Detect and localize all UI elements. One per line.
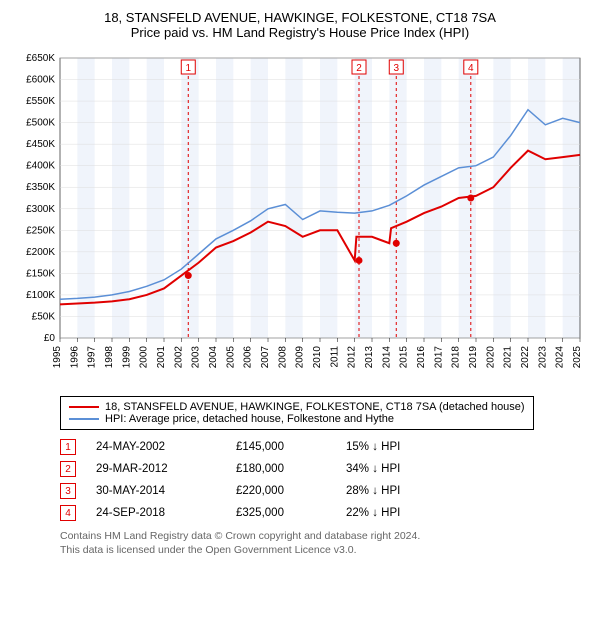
svg-text:£0: £0 bbox=[44, 333, 56, 344]
transaction-price: £145,000 bbox=[236, 441, 326, 453]
legend-swatch bbox=[69, 418, 99, 420]
transaction-delta: 34% ↓ HPI bbox=[346, 463, 436, 475]
svg-text:2010: 2010 bbox=[312, 346, 323, 369]
svg-text:2020: 2020 bbox=[485, 346, 496, 369]
svg-text:£100K: £100K bbox=[26, 290, 55, 301]
legend-swatch bbox=[69, 406, 99, 408]
footnote-line: This data is licensed under the Open Gov… bbox=[60, 544, 580, 558]
svg-text:2008: 2008 bbox=[277, 346, 288, 369]
svg-text:£550K: £550K bbox=[26, 96, 55, 107]
marker-badge: 3 bbox=[60, 483, 76, 499]
svg-text:2017: 2017 bbox=[433, 346, 444, 369]
svg-text:£350K: £350K bbox=[26, 182, 55, 193]
svg-text:£500K: £500K bbox=[26, 118, 55, 129]
svg-text:£250K: £250K bbox=[26, 225, 55, 236]
svg-text:1996: 1996 bbox=[69, 346, 80, 369]
svg-text:2003: 2003 bbox=[191, 346, 202, 369]
svg-text:2022: 2022 bbox=[520, 346, 531, 369]
svg-text:2: 2 bbox=[356, 63, 362, 74]
svg-text:2001: 2001 bbox=[156, 346, 167, 369]
transaction-row: 1 24-MAY-2002 £145,000 15% ↓ HPI bbox=[60, 436, 580, 458]
transaction-row: 4 24-SEP-2018 £325,000 22% ↓ HPI bbox=[60, 502, 580, 524]
transaction-row: 3 30-MAY-2014 £220,000 28% ↓ HPI bbox=[60, 480, 580, 502]
svg-text:3: 3 bbox=[393, 63, 399, 74]
svg-text:1: 1 bbox=[185, 63, 191, 74]
svg-text:£300K: £300K bbox=[26, 204, 55, 215]
chart-title: 18, STANSFELD AVENUE, HAWKINGE, FOLKESTO… bbox=[10, 10, 590, 25]
svg-text:£200K: £200K bbox=[26, 247, 55, 258]
svg-text:2021: 2021 bbox=[503, 346, 514, 369]
svg-text:£400K: £400K bbox=[26, 161, 55, 172]
transaction-date: 24-MAY-2002 bbox=[96, 441, 216, 453]
transaction-delta: 15% ↓ HPI bbox=[346, 441, 436, 453]
price-chart: £0 £50K £100K £150K £200K £250K £300K £350K £400… bbox=[10, 48, 590, 388]
svg-text:2006: 2006 bbox=[243, 346, 254, 369]
svg-text:2019: 2019 bbox=[468, 346, 479, 369]
transaction-price: £220,000 bbox=[236, 485, 326, 497]
transaction-delta: 22% ↓ HPI bbox=[346, 507, 436, 519]
transaction-delta: 28% ↓ HPI bbox=[346, 485, 436, 497]
legend-item: HPI: Average price, detached house, Folk… bbox=[69, 413, 525, 425]
svg-text:2012: 2012 bbox=[347, 346, 358, 369]
svg-text:2013: 2013 bbox=[364, 346, 375, 369]
marker-badge: 2 bbox=[60, 461, 76, 477]
transaction-row: 2 29-MAR-2012 £180,000 34% ↓ HPI bbox=[60, 458, 580, 480]
footnote: Contains HM Land Registry data © Crown c… bbox=[60, 530, 580, 557]
transaction-price: £180,000 bbox=[236, 463, 326, 475]
chart-subtitle: Price paid vs. HM Land Registry's House … bbox=[10, 25, 590, 40]
svg-text:2000: 2000 bbox=[139, 346, 150, 369]
svg-text:2011: 2011 bbox=[329, 346, 340, 368]
svg-text:1995: 1995 bbox=[52, 346, 63, 369]
svg-text:£600K: £600K bbox=[26, 75, 55, 86]
svg-text:2007: 2007 bbox=[260, 346, 271, 369]
svg-text:4: 4 bbox=[468, 63, 474, 74]
transaction-price: £325,000 bbox=[236, 507, 326, 519]
svg-text:2005: 2005 bbox=[225, 346, 236, 369]
footnote-line: Contains HM Land Registry data © Crown c… bbox=[60, 530, 580, 544]
marker-badge: 1 bbox=[60, 439, 76, 455]
svg-text:1998: 1998 bbox=[104, 346, 115, 369]
svg-text:2002: 2002 bbox=[173, 346, 184, 369]
svg-text:2014: 2014 bbox=[381, 346, 392, 369]
marker-badge: 4 bbox=[60, 505, 76, 521]
svg-text:2024: 2024 bbox=[555, 346, 566, 369]
legend-label: 18, STANSFELD AVENUE, HAWKINGE, FOLKESTO… bbox=[105, 401, 525, 413]
svg-text:2004: 2004 bbox=[208, 346, 219, 369]
transaction-date: 29-MAR-2012 bbox=[96, 463, 216, 475]
legend-item: 18, STANSFELD AVENUE, HAWKINGE, FOLKESTO… bbox=[69, 401, 525, 413]
svg-text:£50K: £50K bbox=[32, 311, 56, 322]
svg-text:£450K: £450K bbox=[26, 139, 55, 150]
legend-label: HPI: Average price, detached house, Folk… bbox=[105, 413, 394, 425]
svg-text:2025: 2025 bbox=[572, 346, 583, 369]
svg-text:1997: 1997 bbox=[87, 346, 98, 369]
svg-text:£650K: £650K bbox=[26, 53, 55, 64]
svg-text:1999: 1999 bbox=[121, 346, 132, 369]
svg-text:2016: 2016 bbox=[416, 346, 427, 369]
legend: 18, STANSFELD AVENUE, HAWKINGE, FOLKESTO… bbox=[60, 396, 534, 430]
svg-text:2023: 2023 bbox=[537, 346, 548, 369]
transaction-table: 1 24-MAY-2002 £145,000 15% ↓ HPI 2 29-MAR-201… bbox=[60, 436, 580, 524]
svg-text:2018: 2018 bbox=[451, 346, 462, 369]
transaction-date: 24-SEP-2018 bbox=[96, 507, 216, 519]
svg-text:2009: 2009 bbox=[295, 346, 306, 369]
svg-text:2015: 2015 bbox=[399, 346, 410, 369]
transaction-date: 30-MAY-2014 bbox=[96, 485, 216, 497]
svg-text:£150K: £150K bbox=[26, 268, 55, 279]
